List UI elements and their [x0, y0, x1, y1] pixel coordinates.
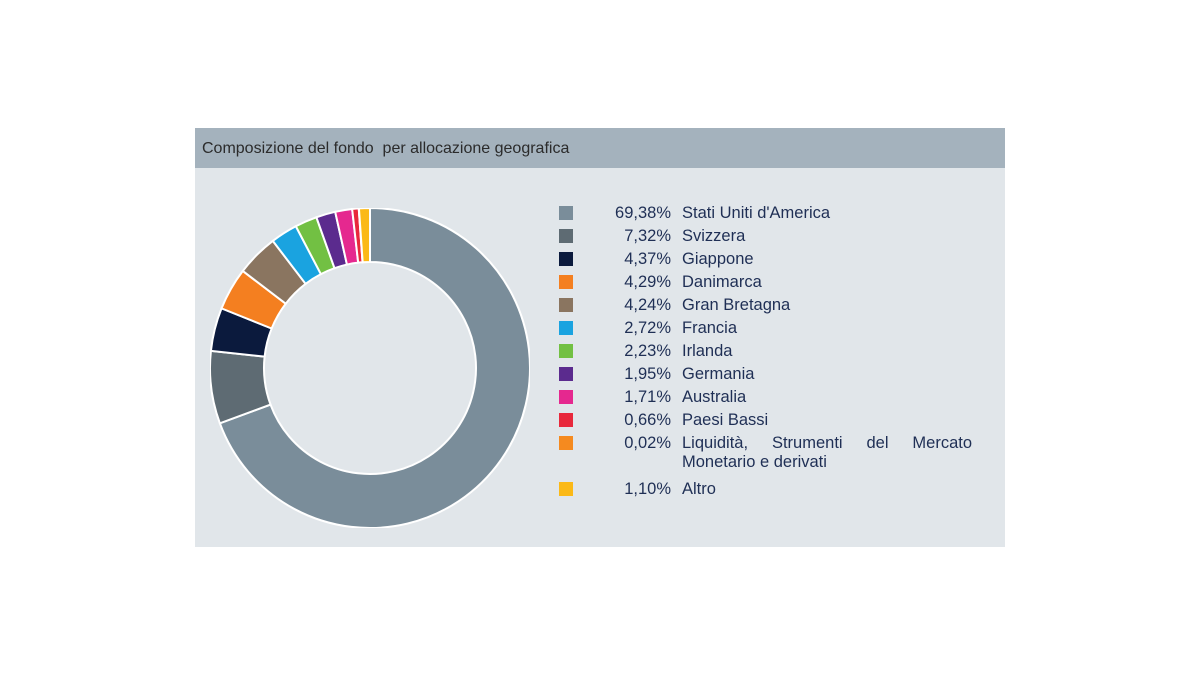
- legend-label: Australia: [682, 388, 747, 406]
- legend-value: 4,37%: [624, 250, 671, 268]
- legend-label: Irlanda: [682, 342, 733, 360]
- legend-value: 69,38%: [615, 204, 671, 222]
- chart-panel: Composizione del fondo per allocazione g…: [195, 128, 1005, 547]
- legend-label: Paesi Bassi: [682, 411, 769, 429]
- legend-item: 1,71% Australia: [559, 388, 979, 411]
- legend-swatch: [559, 344, 573, 358]
- legend-swatch: [559, 298, 573, 312]
- legend-item: 1,10% Altro: [559, 480, 979, 503]
- legend-item: 1,95% Germania: [559, 365, 979, 388]
- legend-label: Svizzera: [682, 227, 746, 245]
- legend-value: 0,02%: [624, 434, 671, 452]
- legend-item: 0,02% Liquidità, Strumenti del Mercato Mo…: [559, 434, 979, 480]
- legend-label: Stati Uniti d'America: [682, 204, 831, 222]
- legend-label: Germania: [682, 365, 755, 383]
- legend-value: 4,29%: [624, 273, 671, 291]
- legend-label: Giappone: [682, 250, 754, 268]
- legend-item: 0,66% Paesi Bassi: [559, 411, 979, 434]
- legend-swatch: [559, 321, 573, 335]
- legend-item: 2,23% Irlanda: [559, 342, 979, 365]
- legend-item: 2,72% Francia: [559, 319, 979, 342]
- legend-swatch: [559, 275, 573, 289]
- legend-value: 1,71%: [624, 388, 671, 406]
- legend-swatch: [559, 436, 573, 450]
- legend-swatch: [559, 229, 573, 243]
- legend-swatch: [559, 367, 573, 381]
- legend-item: 4,24% Gran Bretagna: [559, 296, 979, 319]
- legend-value: 2,23%: [624, 342, 671, 360]
- legend-value: 7,32%: [624, 227, 671, 245]
- legend-item: 7,32% Svizzera: [559, 227, 979, 250]
- legend-swatch: [559, 482, 573, 496]
- legend-swatch: [559, 252, 573, 266]
- legend-swatch: [559, 390, 573, 404]
- panel-header: Composizione del fondo per allocazione g…: [195, 128, 1005, 168]
- legend-value: 0,66%: [624, 411, 671, 429]
- legend-item: 69,38% Stati Uniti d'America: [559, 204, 979, 227]
- chart-title: Composizione del fondo per allocazione g…: [202, 140, 570, 157]
- legend-label: Liquidità, Strumenti del Mercato Monetar…: [682, 434, 972, 471]
- legend-label: Altro: [682, 480, 716, 498]
- legend-value: 2,72%: [624, 319, 671, 337]
- legend-label: Danimarca: [682, 273, 762, 291]
- donut-slice: [218, 208, 530, 528]
- legend-value: 1,10%: [624, 480, 671, 498]
- legend-swatch: [559, 206, 573, 220]
- legend-item: 4,37% Giappone: [559, 250, 979, 273]
- donut-slice: [357, 208, 371, 264]
- legend-value: 4,24%: [624, 296, 671, 314]
- legend-item: 4,29% Danimarca: [559, 273, 979, 296]
- legend-label: Gran Bretagna: [682, 296, 791, 314]
- legend-label: Francia: [682, 319, 738, 337]
- legend-value: 1,95%: [624, 365, 671, 383]
- donut-chart: [210, 208, 530, 528]
- chart-legend: 69,38% Stati Uniti d'America 7,32% Svizzera…: [559, 204, 979, 503]
- legend-swatch: [559, 413, 573, 427]
